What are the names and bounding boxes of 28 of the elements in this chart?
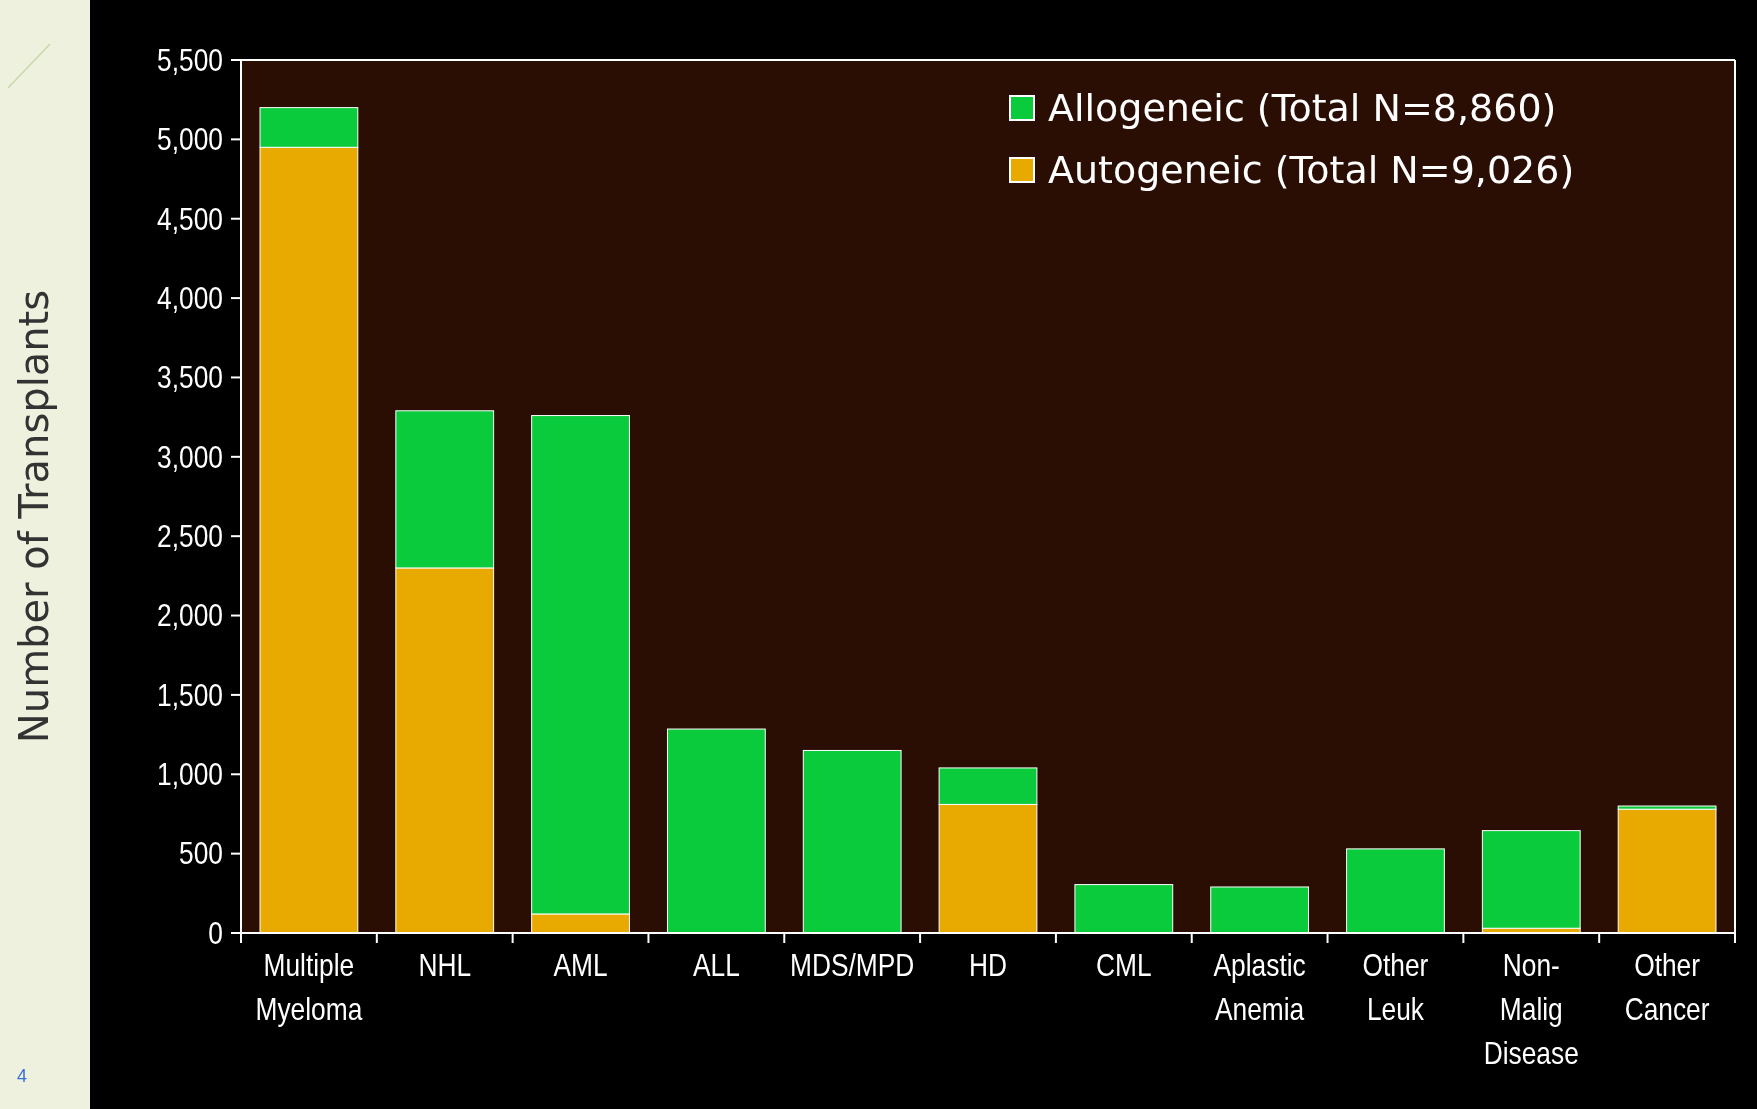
x-tick-label: Aplastic Anemia — [1213, 947, 1306, 1027]
bar — [1481, 830, 1581, 929]
legend-label: Autogeneic (Total N=9,026) — [1048, 148, 1575, 193]
x-tick-label: CML — [1096, 947, 1152, 983]
y-tick-label: 2,000 — [157, 598, 223, 633]
x-tick-label: Non-Malig Disease — [1483, 947, 1579, 1071]
y-tick-label: 3,500 — [157, 360, 223, 395]
y-tick-label: 1,500 — [157, 677, 223, 713]
y-tick-label: 4,000 — [157, 280, 223, 316]
y-tick-label: 5,500 — [157, 42, 223, 78]
x-tick-label: Other Cancer — [1624, 947, 1710, 1027]
y-tick-label: 0 — [208, 915, 223, 951]
x-tick-label: ALL — [692, 947, 740, 983]
x-tick-label: HD — [968, 947, 1008, 983]
x-tick-label: NHL — [418, 947, 472, 983]
y-tick-label: 500 — [179, 836, 223, 871]
x-tick-label: MDS/MPD — [790, 947, 915, 983]
y-tick-label: 1,000 — [157, 757, 223, 792]
x-tick-label: AML — [553, 947, 608, 983]
legend-label: Allogeneic (Total N=8,860) — [1048, 86, 1557, 131]
y-tick-label: 5,000 — [157, 122, 223, 157]
text: 4 — [16, 1066, 28, 1086]
y-axis-title: Number of Transplants — [11, 289, 57, 744]
y-tick-label: 3,000 — [157, 439, 223, 475]
y-tick-label: 2,500 — [157, 519, 223, 554]
y-tick-label: 4,500 — [157, 201, 223, 237]
x-tick-label: Multiple Myeloma — [255, 947, 363, 1027]
x-tick-label: Other Leuk — [1362, 947, 1429, 1027]
